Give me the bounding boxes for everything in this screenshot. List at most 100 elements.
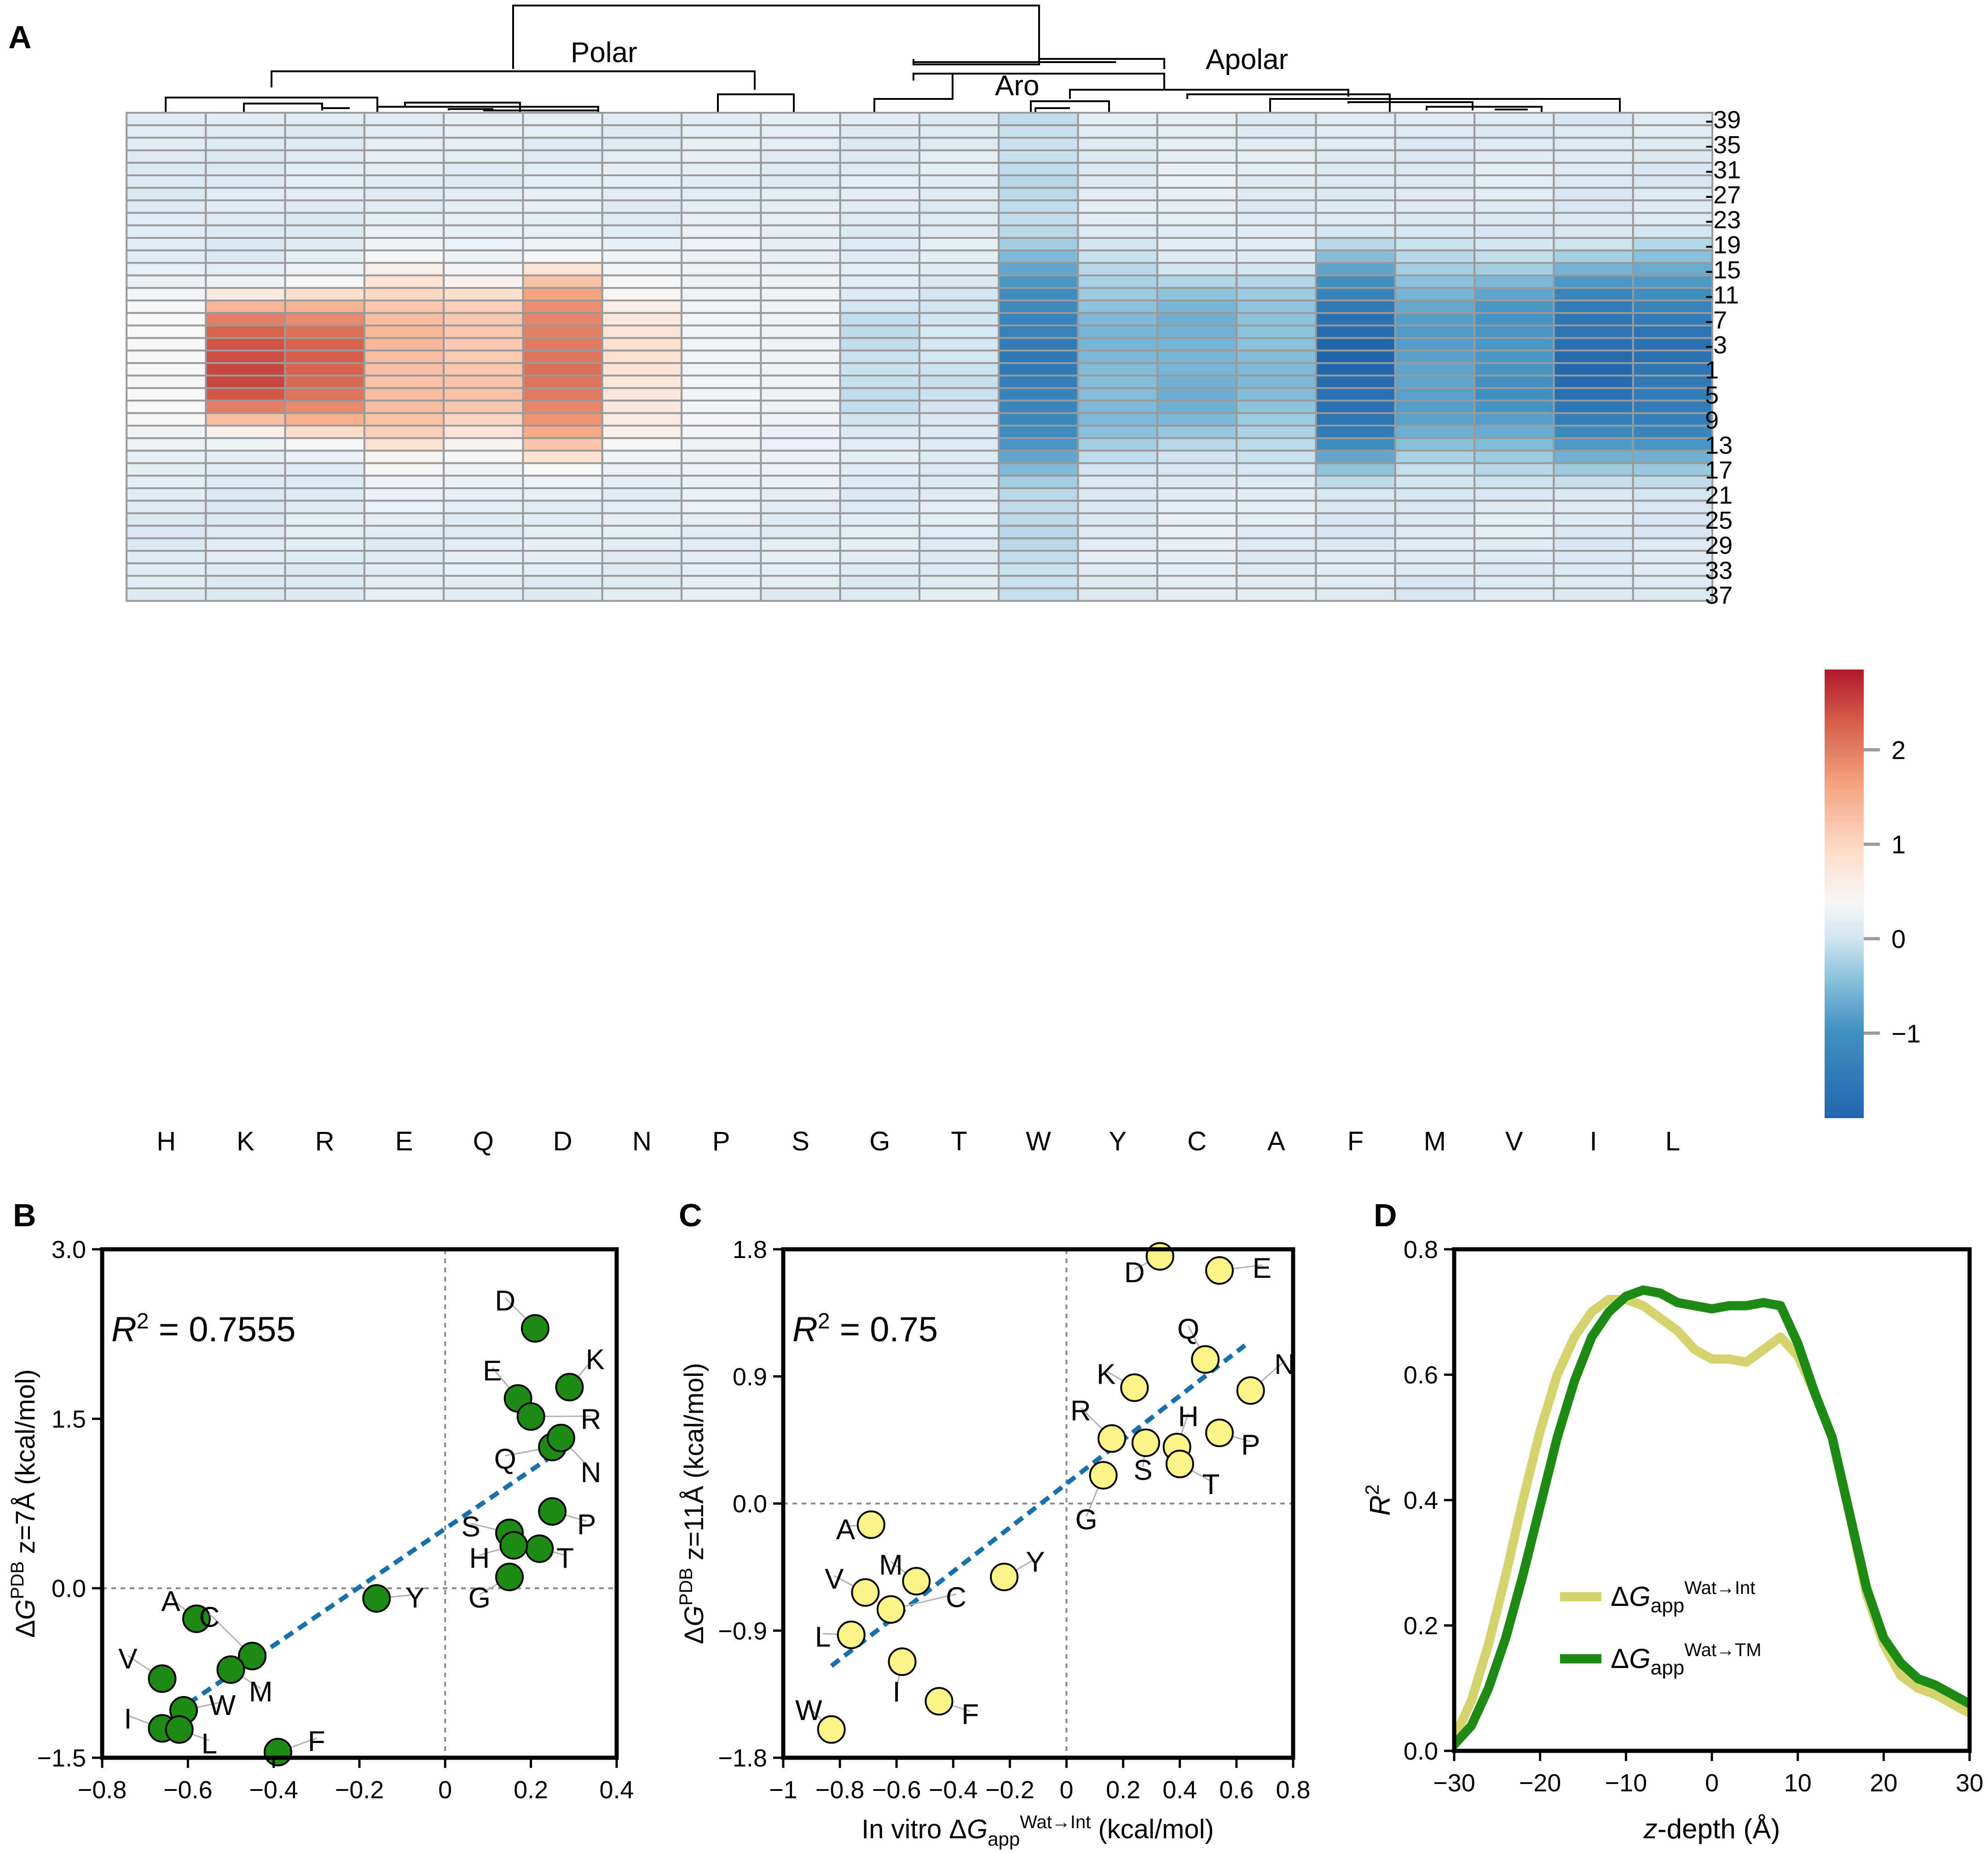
heatmap-cell <box>919 349 1000 364</box>
heatmap-cell <box>919 450 1000 464</box>
heatmap-cell <box>1315 124 1396 139</box>
heatmap-cell <box>1156 487 1238 502</box>
heatmap-cell <box>681 312 762 327</box>
heatmap-cell <box>126 412 207 427</box>
heatmap-cell <box>1315 362 1396 377</box>
heatmap-cell <box>601 512 683 527</box>
heatmap-cell <box>1156 412 1238 427</box>
point-label: Q <box>494 1443 516 1475</box>
heatmap-cell <box>1236 300 1317 314</box>
heatmap-cell <box>522 187 603 202</box>
heatmap-cell <box>1077 375 1158 389</box>
heatmap-cell <box>1156 274 1238 289</box>
heatmap-cell <box>1474 425 1555 439</box>
panel-label-c: C <box>679 1197 702 1233</box>
heatmap-cell <box>1077 324 1158 339</box>
heatmap-cell <box>126 124 207 139</box>
point-label: T <box>1202 1469 1220 1501</box>
heatmap-cell <box>839 137 920 151</box>
heatmap-cell <box>363 562 445 577</box>
heatmap-cell <box>1553 387 1634 402</box>
heatmap-cell <box>1474 249 1555 264</box>
heatmap-cell <box>839 525 920 539</box>
heatmap-cell <box>681 287 762 301</box>
heatmap-cell <box>284 199 365 214</box>
heatmap-cell <box>681 274 762 289</box>
heatmap-cell <box>760 124 841 139</box>
heatmap-cell <box>443 249 524 264</box>
heatmap-cell <box>1394 324 1476 339</box>
heatmap-cell <box>1156 450 1238 464</box>
heatmap-cell <box>1077 587 1158 602</box>
heatmap-cell <box>998 375 1079 389</box>
heatmap-cell <box>1632 425 1713 439</box>
heatmap-cell <box>919 137 1000 151</box>
heatmap-cell <box>760 349 841 364</box>
heatmap-cell <box>284 399 365 414</box>
y-label-sup: PDB <box>7 1561 28 1599</box>
x-label-sup: Wat→Int <box>1020 1812 1091 1832</box>
heatmap-cell <box>1632 462 1713 477</box>
heatmap-cell <box>1474 174 1555 189</box>
heatmap-cell <box>1236 500 1317 514</box>
heatmap-cell <box>998 249 1079 264</box>
heatmap-cell <box>205 287 286 301</box>
heatmap-cell <box>363 237 445 252</box>
heatmap-cell <box>126 137 207 151</box>
heatmap-cell <box>443 199 524 214</box>
heatmap-cell <box>443 324 524 339</box>
heatmap-cell <box>443 224 524 239</box>
heatmap-row-label: -15 <box>1705 256 1741 284</box>
heatmap-cell <box>998 162 1079 176</box>
point-label: K <box>1097 1358 1115 1390</box>
heatmap-cell <box>601 474 683 490</box>
data-point <box>165 1715 194 1744</box>
heatmap-cell <box>126 512 207 527</box>
heatmap-cell <box>1156 212 1238 226</box>
heatmap-cell <box>126 224 207 239</box>
heatmap-cell <box>205 212 286 226</box>
heatmap-cell <box>1315 149 1396 164</box>
heatmap-cell <box>284 450 365 464</box>
heatmap-cell <box>839 174 920 189</box>
heatmap-cell <box>839 249 920 264</box>
heatmap-cell <box>522 399 603 414</box>
x-tick-label: 0 <box>1705 1769 1719 1797</box>
heatmap-cell <box>205 437 286 452</box>
heatmap-cell <box>363 399 445 414</box>
heatmap-cell <box>205 124 286 139</box>
heatmap-cell <box>205 187 286 202</box>
heatmap-cell <box>126 112 207 127</box>
heatmap-cell <box>363 550 445 565</box>
heatmap-cell <box>1315 174 1396 189</box>
heatmap-cell <box>919 212 1000 226</box>
heatmap-cell <box>1077 387 1158 402</box>
heatmap-cell <box>1553 149 1634 164</box>
heatmap-cell <box>919 312 1000 327</box>
heatmap-cell <box>919 375 1000 389</box>
heatmap-cell <box>1553 287 1634 301</box>
heatmap-cell <box>1315 399 1396 414</box>
heatmap-cell <box>1315 437 1396 452</box>
point-label: H <box>1178 1401 1199 1432</box>
heatmap-cell <box>443 425 524 439</box>
x-tick-label: −0.4 <box>249 1776 298 1804</box>
data-point <box>837 1620 866 1649</box>
heatmap-cell <box>126 462 207 477</box>
heatmap-cell <box>760 262 841 277</box>
heatmap-cell <box>760 324 841 339</box>
heatmap-cell <box>681 199 762 214</box>
heatmap-cell <box>919 174 1000 189</box>
heatmap-cell <box>1394 149 1476 164</box>
heatmap-cell <box>919 437 1000 452</box>
heatmap-cell <box>1394 425 1476 439</box>
heatmap-cell <box>1632 124 1713 139</box>
heatmap-cell <box>1394 474 1476 490</box>
heatmap-cell <box>1394 162 1476 176</box>
heatmap-cell <box>1632 262 1713 277</box>
heatmap-cell <box>1474 462 1555 477</box>
heatmap-cell <box>1474 412 1555 427</box>
heatmap-cell <box>363 462 445 477</box>
heatmap-cell <box>363 212 445 226</box>
point-label: Y <box>1026 1547 1045 1578</box>
